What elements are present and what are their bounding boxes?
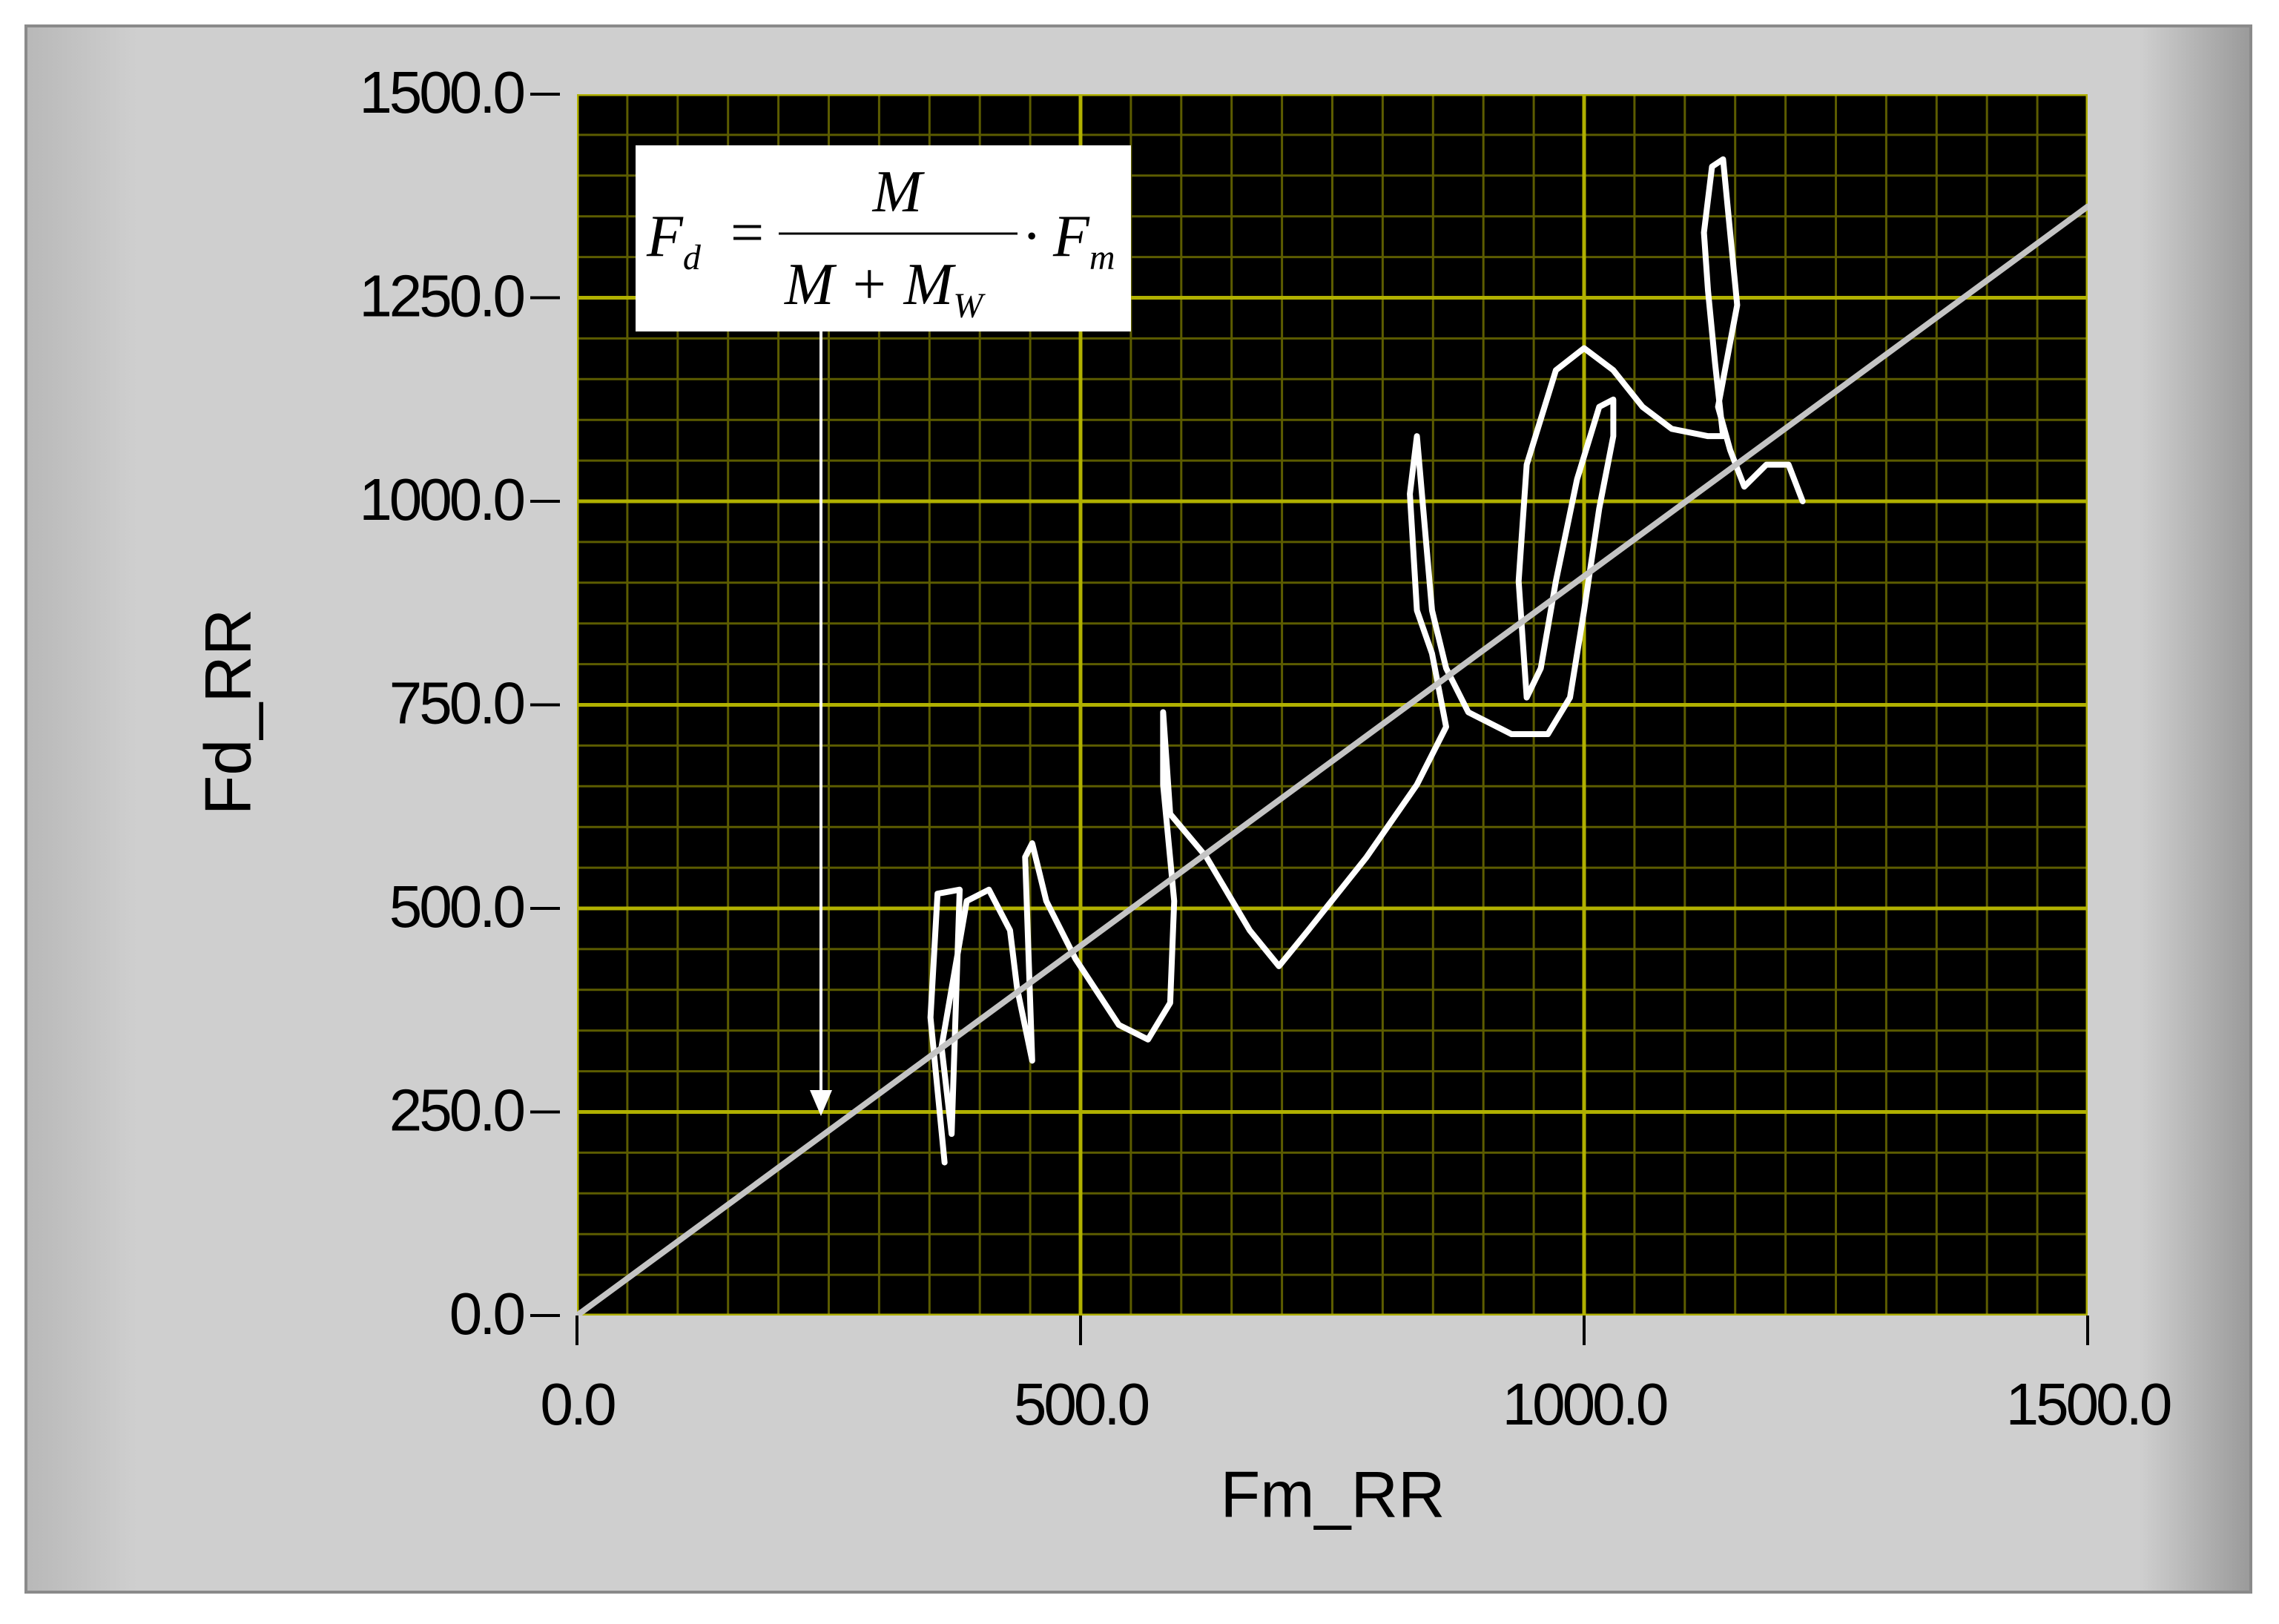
- y-tick-label: 500.0: [389, 874, 524, 940]
- equation-rhs: · Fm: [1023, 204, 1115, 277]
- y-axis-label: Fd_RR: [191, 609, 264, 816]
- x-tick-label: 1000.0: [1503, 1371, 1667, 1437]
- data-line: [577, 203, 2088, 1316]
- y-tick-label: 1000.0: [359, 466, 524, 532]
- x-axis-label: Fm_RR: [1220, 1457, 1445, 1531]
- x-tick-label: 500.0: [1014, 1371, 1149, 1437]
- annotation: Fd = M M + MW · Fm: [636, 145, 1131, 1116]
- annotation-box: [636, 145, 1131, 331]
- equation-denominator: M + MW: [784, 252, 986, 326]
- x-tick-label: 0.0: [540, 1371, 615, 1437]
- y-tick-label: 1250.0: [359, 263, 524, 329]
- data-line: [927, 156, 1806, 1166]
- equation-numerator: M: [872, 159, 926, 225]
- y-tick-label: 1500.0: [359, 59, 524, 125]
- y-tick-label: 250.0: [389, 1077, 524, 1143]
- annotation-arrowhead: [810, 1090, 832, 1116]
- equation-equals: =: [730, 200, 764, 265]
- equation-lhs: Fd: [646, 204, 702, 277]
- x-tick-label: 1500.0: [2006, 1371, 2171, 1437]
- y-tick-label: 750.0: [389, 670, 524, 736]
- y-tick-label: 0.0: [449, 1281, 524, 1347]
